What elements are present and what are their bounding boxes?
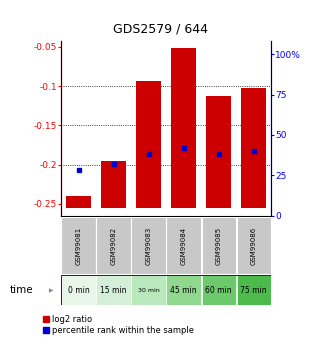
Bar — [66, 196, 91, 208]
Text: 30 min: 30 min — [138, 288, 160, 293]
Text: 45 min: 45 min — [170, 286, 197, 295]
Bar — [101, 161, 126, 208]
Bar — [241, 88, 266, 208]
Text: GSM99083: GSM99083 — [146, 227, 152, 265]
Bar — [206, 96, 231, 208]
Text: time: time — [10, 286, 33, 295]
Bar — [171, 48, 196, 208]
Bar — [131, 217, 166, 274]
Text: 60 min: 60 min — [205, 286, 232, 295]
Text: 15 min: 15 min — [100, 286, 127, 295]
Bar — [167, 217, 201, 274]
Text: GSM99082: GSM99082 — [110, 227, 117, 265]
Legend: log2 ratio, percentile rank within the sample: log2 ratio, percentile rank within the s… — [43, 315, 194, 335]
Bar — [61, 275, 96, 305]
Text: GSM99086: GSM99086 — [251, 227, 257, 265]
Bar — [96, 275, 131, 305]
Text: 0 min: 0 min — [68, 286, 89, 295]
Bar — [61, 217, 96, 274]
Bar — [96, 217, 131, 274]
Bar — [136, 81, 161, 208]
Bar — [237, 275, 271, 305]
Text: GDS2579 / 644: GDS2579 / 644 — [113, 22, 208, 36]
Text: GSM99084: GSM99084 — [181, 227, 187, 265]
Bar — [202, 217, 236, 274]
Bar — [131, 275, 166, 305]
Text: GSM99081: GSM99081 — [75, 227, 82, 265]
Bar — [237, 217, 271, 274]
Bar — [167, 275, 201, 305]
Text: GSM99085: GSM99085 — [216, 227, 222, 265]
Bar — [202, 275, 236, 305]
Text: 75 min: 75 min — [240, 286, 267, 295]
